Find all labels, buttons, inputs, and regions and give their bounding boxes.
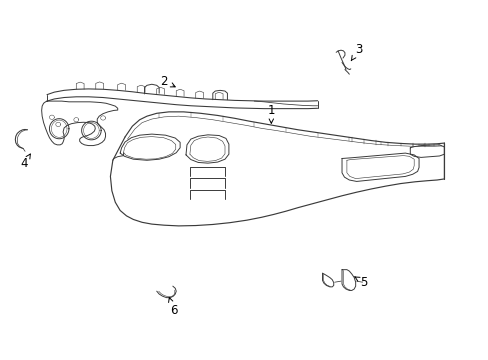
Text: 1: 1 xyxy=(267,104,275,123)
Text: 6: 6 xyxy=(168,298,177,318)
Text: 2: 2 xyxy=(160,75,175,88)
Text: 4: 4 xyxy=(20,154,30,170)
Text: 3: 3 xyxy=(350,42,362,61)
Text: 5: 5 xyxy=(354,276,367,289)
